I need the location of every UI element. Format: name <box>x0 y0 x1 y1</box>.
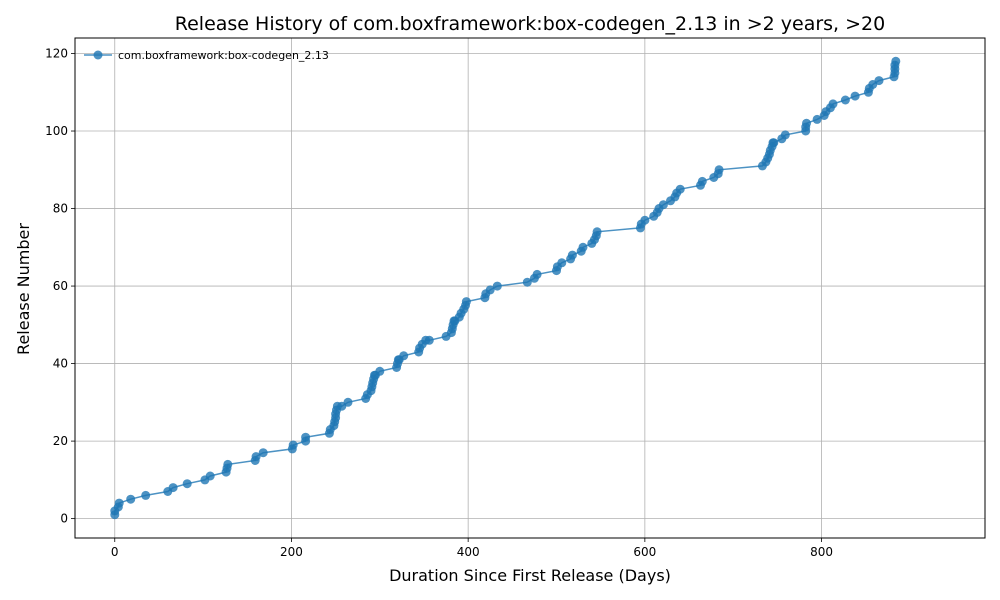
data-point <box>557 258 567 268</box>
y-tick-label: 20 <box>53 434 68 448</box>
y-tick-label: 0 <box>60 512 68 526</box>
data-point <box>769 138 779 148</box>
y-axis-label: Release Number <box>14 223 33 355</box>
data-point <box>343 397 353 407</box>
data-point <box>223 459 233 469</box>
plot-frame <box>74 37 986 539</box>
data-point <box>461 297 471 307</box>
data-point <box>640 215 650 225</box>
data-point <box>301 432 311 442</box>
y-tick-label: 100 <box>45 124 68 138</box>
data-point <box>424 335 434 345</box>
chart-title: Release History of com.boxframework:box-… <box>175 13 885 35</box>
data-point <box>288 440 298 450</box>
y-tick-label: 40 <box>53 357 68 371</box>
data-point <box>874 76 884 86</box>
data-point <box>258 448 268 458</box>
x-tick-label: 400 <box>457 545 480 559</box>
data-point <box>828 99 838 109</box>
data-point <box>126 494 136 504</box>
data-point <box>492 281 502 291</box>
ticks: 0 200 400 600 800 0 20 40 60 80 100 120 <box>45 47 833 559</box>
x-tick-label: 0 <box>111 545 119 559</box>
legend: com.boxframework:box-codegen_2.13 <box>84 49 329 62</box>
x-tick-label: 800 <box>810 545 833 559</box>
data-point <box>714 165 724 175</box>
x-axis-label: Duration Since First Release (Days) <box>389 566 671 585</box>
data-point <box>697 176 707 186</box>
series-layer <box>110 56 901 520</box>
data-point <box>399 351 409 361</box>
y-tick-label: 120 <box>45 47 68 61</box>
data-point <box>522 277 532 287</box>
data-point <box>850 91 860 101</box>
data-point <box>182 479 192 489</box>
legend-marker-swatch <box>93 50 103 60</box>
data-point <box>168 483 178 493</box>
data-point <box>205 471 215 481</box>
y-tick-label: 80 <box>53 202 68 216</box>
data-point <box>141 490 151 500</box>
data-point <box>812 114 822 124</box>
data-point <box>675 184 685 194</box>
data-point <box>578 242 588 252</box>
data-point <box>251 452 261 462</box>
data-point <box>592 227 602 237</box>
data-point <box>802 118 811 128</box>
data-point <box>780 130 790 140</box>
grid <box>75 38 985 538</box>
data-point <box>485 285 495 295</box>
data-point <box>532 269 542 279</box>
legend-label: com.boxframework:box-codegen_2.13 <box>118 49 329 62</box>
data-point <box>891 56 901 66</box>
data-point <box>658 200 668 210</box>
data-point <box>567 250 577 260</box>
y-tick-label: 60 <box>53 279 68 293</box>
data-point <box>114 498 124 508</box>
data-point <box>840 95 850 105</box>
x-tick-label: 200 <box>280 545 303 559</box>
x-tick-label: 600 <box>633 545 656 559</box>
data-point <box>375 366 385 376</box>
